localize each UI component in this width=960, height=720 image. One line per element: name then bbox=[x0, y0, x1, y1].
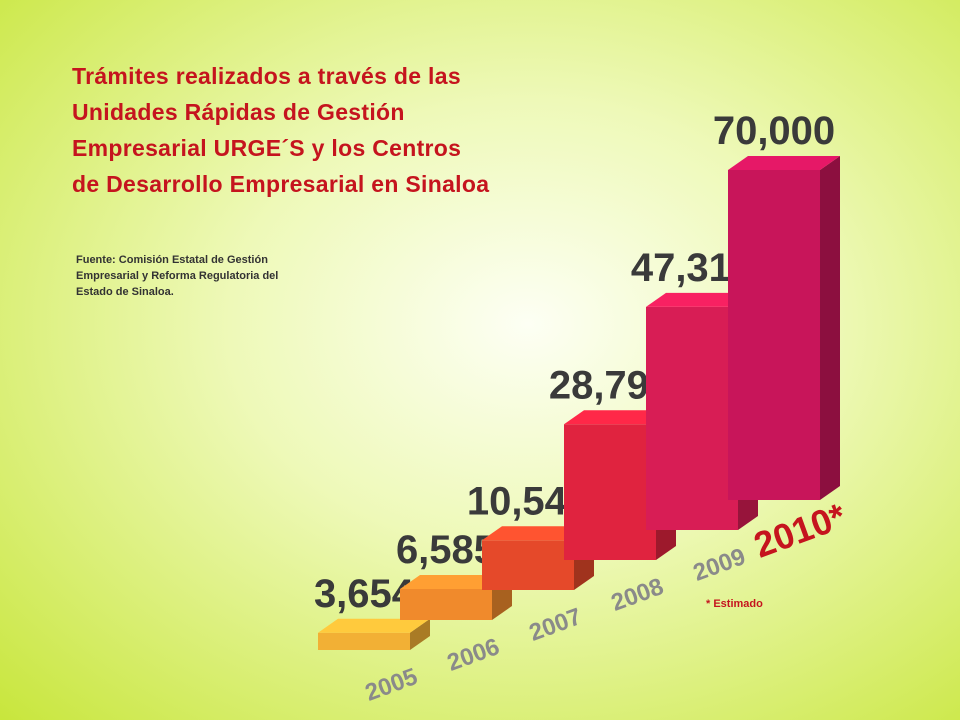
value-label: 6,585 bbox=[396, 528, 496, 572]
source-note: Fuente: Comisión Estatal de Gestión Empr… bbox=[76, 254, 279, 298]
bar bbox=[482, 540, 574, 590]
bar bbox=[318, 632, 410, 650]
bar-side bbox=[820, 156, 840, 500]
bar bbox=[646, 306, 738, 530]
x-tick-label: 2009 bbox=[690, 543, 749, 587]
x-tick-label: 2005 bbox=[362, 663, 421, 707]
value-label: 3,654 bbox=[314, 572, 415, 616]
x-tick-label: 2010* bbox=[748, 495, 850, 566]
bar-top bbox=[318, 618, 430, 633]
x-tick-label: 2008 bbox=[608, 573, 667, 617]
value-label: 70,000 bbox=[713, 109, 835, 153]
bar bbox=[400, 588, 492, 620]
x-tick-label: 2006 bbox=[444, 633, 503, 677]
bar bbox=[564, 424, 656, 560]
footnote: * Estimado bbox=[706, 598, 763, 610]
x-tick-label: 2007 bbox=[526, 603, 585, 647]
bar-side bbox=[410, 618, 430, 650]
bar-top bbox=[728, 156, 840, 170]
chart-title: Trámites realizados a través de las Unid… bbox=[72, 63, 490, 197]
bar bbox=[728, 170, 820, 500]
